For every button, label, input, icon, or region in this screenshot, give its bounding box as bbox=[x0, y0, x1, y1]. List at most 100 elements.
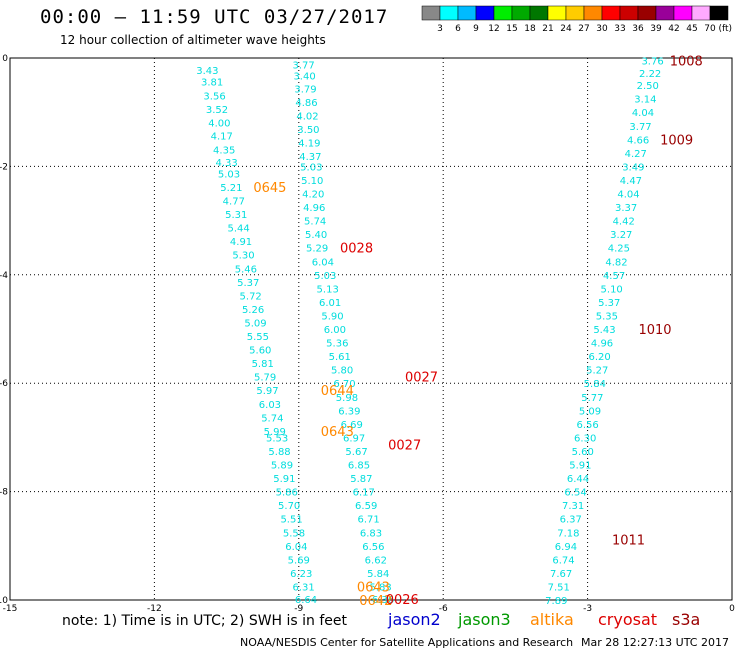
swh-value: 7.31 bbox=[562, 501, 584, 512]
swh-value: 6.64 bbox=[295, 595, 317, 606]
colorbar-swatch bbox=[565, 5, 585, 21]
y-tick-label: -8 bbox=[0, 488, 8, 498]
swh-value: 4.91 bbox=[230, 237, 252, 248]
swh-value: 5.10 bbox=[601, 284, 623, 295]
swh-value: 4.27 bbox=[625, 149, 647, 160]
track-a: 3.433.81 3.56 3.52 4.00 4.17 4.354.335.03 5.21… bbox=[196, 66, 317, 606]
swh-value: 4.17 bbox=[211, 132, 233, 143]
swh-value: 6.04 bbox=[285, 542, 307, 553]
footer: note: 1) Time is in UTC; 2) SWH is in fe… bbox=[62, 613, 729, 649]
swh-value: 5.53 bbox=[266, 433, 288, 444]
swh-value: 5.46 bbox=[235, 264, 257, 275]
swh-value: 5.91 bbox=[273, 474, 295, 485]
swh-value: 5.58 bbox=[283, 528, 305, 539]
colorbar-label: 12 bbox=[488, 24, 499, 34]
swh-value: 4.02 bbox=[296, 111, 318, 122]
swh-value: 5.36 bbox=[326, 339, 348, 350]
swh-value: 6.01 bbox=[319, 298, 341, 309]
track-values: 3.433.813.563.524.004.174.354.335.035.21… bbox=[196, 57, 663, 607]
colorbar-swatch bbox=[421, 5, 441, 21]
swh-value: 6.97 bbox=[343, 433, 365, 444]
swh-value: 3.50 bbox=[297, 125, 319, 136]
colorbar-swatch bbox=[583, 5, 603, 21]
x-tick-label: 0 bbox=[729, 604, 735, 614]
swh-value: 6.30 bbox=[574, 433, 596, 444]
swh-value: 6.94 bbox=[555, 542, 577, 553]
time-labels: 0645002806440027064300270643064200261008… bbox=[253, 55, 702, 609]
swh-value: 6.03 bbox=[259, 400, 281, 411]
swh-value: 6.85 bbox=[348, 461, 370, 472]
chart-axes bbox=[9, 57, 733, 601]
swh-value: 5.30 bbox=[232, 251, 254, 262]
swh-value: 5.03 bbox=[300, 162, 322, 173]
y-tick-label: 0 bbox=[2, 54, 8, 64]
swh-value: 5.80 bbox=[331, 366, 353, 377]
colorbar-label: 42 bbox=[668, 24, 679, 34]
swh-value: 5.72 bbox=[240, 291, 262, 302]
swh-value: 3.37 bbox=[615, 203, 637, 214]
swh-value: 5.87 bbox=[350, 474, 372, 485]
time-label: 1011 bbox=[612, 533, 645, 548]
swh-value: 5.99 bbox=[264, 427, 286, 438]
swh-value: 3.14 bbox=[634, 95, 656, 106]
colorbar-swatch bbox=[655, 5, 675, 21]
track-c: 3.762.222.50 3.14 4.04 3.77 4.66 4.27 3.49 4.47… bbox=[545, 57, 664, 607]
swh-value: 5.60 bbox=[572, 447, 594, 458]
time-label: 1008 bbox=[670, 55, 703, 70]
swh-value: 5.88 bbox=[268, 447, 290, 458]
time-label: 0642 bbox=[359, 594, 392, 609]
swh-value: 6.83 bbox=[360, 528, 382, 539]
swh-value: 4.66 bbox=[627, 135, 649, 146]
swh-value: 5.51 bbox=[280, 515, 302, 526]
swh-value: 5.31 bbox=[225, 210, 247, 221]
swh-value: 3.56 bbox=[203, 91, 225, 102]
footer-credit: NOAA/NESDIS Center for Satellite Applica… bbox=[240, 636, 573, 649]
colorbar-label: 24 bbox=[560, 24, 572, 34]
swh-value: 4.04 bbox=[632, 108, 654, 119]
colorbar-swatch bbox=[637, 5, 657, 21]
swh-value: 4.77 bbox=[223, 197, 245, 208]
swh-value: 5.21 bbox=[220, 183, 242, 194]
colorbar-label: 18 bbox=[524, 24, 536, 34]
swh-value: 5.69 bbox=[288, 555, 310, 566]
swh-value: 5.70 bbox=[278, 501, 300, 512]
swh-value: 4.96 bbox=[591, 339, 613, 350]
swh-value: 4.86 bbox=[295, 98, 317, 109]
legend: jason2 jason3 altika cryosat s3a bbox=[387, 610, 700, 629]
colorbar-swatch bbox=[709, 5, 729, 21]
swh-value: 4.96 bbox=[303, 203, 325, 214]
note-text: note: 1) Time is in UTC; 2) SWH is in fe… bbox=[62, 613, 348, 629]
colorbar: 3 6 9 12 15 18 21 24 27 30 33 36 39 42 45 70 (ft) bbox=[421, 5, 732, 34]
swh-value: 2.22 bbox=[639, 69, 661, 80]
colorbar-swatch bbox=[439, 5, 459, 21]
y-tick-label: -4 bbox=[0, 271, 8, 281]
legend-jason2: jason2 bbox=[387, 610, 441, 629]
swh-value: 6.59 bbox=[355, 501, 377, 512]
swh-value: 5.09 bbox=[244, 318, 266, 329]
swh-value: 5.74 bbox=[304, 217, 326, 228]
swh-value: 6.44 bbox=[567, 474, 589, 485]
swh-value: 4.25 bbox=[608, 244, 630, 255]
swh-value: 5.40 bbox=[305, 230, 327, 241]
swh-value: 4.42 bbox=[613, 217, 635, 228]
swh-value: 3.43 bbox=[196, 66, 218, 77]
swh-value: 7.89 bbox=[545, 596, 567, 607]
swh-value: 6.00 bbox=[324, 325, 346, 336]
swh-value: 3.49 bbox=[622, 162, 644, 173]
swh-value: 4.04 bbox=[617, 190, 639, 201]
time-label: 0027 bbox=[405, 371, 438, 386]
swh-value: 6.71 bbox=[357, 515, 379, 526]
swh-value: 5.37 bbox=[237, 278, 259, 289]
page-subtitle: 12 hour collection of altimeter wave hei… bbox=[60, 33, 326, 47]
swh-value: 5.26 bbox=[242, 305, 264, 316]
swh-value: 5.03 bbox=[218, 169, 240, 180]
swh-value: 4.82 bbox=[605, 257, 627, 268]
swh-value: 5.90 bbox=[321, 311, 343, 322]
colorbar-label: 36 bbox=[632, 24, 644, 34]
x-tick-label: -9 bbox=[294, 604, 303, 614]
footer-timestamp: Mar 28 12:27:13 UTC 2017 bbox=[581, 636, 729, 649]
swh-value: 5.67 bbox=[345, 447, 367, 458]
colorbar-label: 6 bbox=[455, 24, 461, 34]
swh-value: 6.56 bbox=[362, 542, 384, 553]
swh-value: 4.33 bbox=[215, 158, 237, 169]
